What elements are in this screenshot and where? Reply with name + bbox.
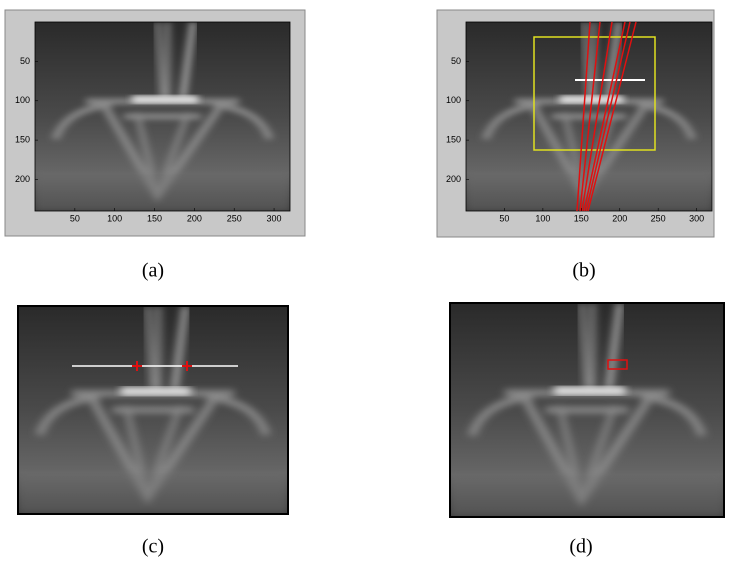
x-tick-label: 250 bbox=[651, 213, 666, 223]
image bbox=[450, 303, 724, 517]
x-tick-label: 100 bbox=[107, 213, 122, 223]
y-tick-label: 150 bbox=[446, 135, 461, 145]
y-tick-label: 150 bbox=[15, 135, 30, 145]
x-tick-label: 100 bbox=[535, 213, 550, 223]
x-tick-label: 300 bbox=[267, 213, 282, 223]
x-tick-label: 200 bbox=[612, 213, 627, 223]
x-tick-label: 250 bbox=[227, 213, 242, 223]
x-tick-label: 300 bbox=[689, 213, 704, 223]
image bbox=[18, 306, 288, 514]
caption: (a) bbox=[142, 260, 164, 282]
y-tick-label: 50 bbox=[20, 56, 30, 66]
y-tick-label: 100 bbox=[446, 95, 461, 105]
y-tick-label: 200 bbox=[15, 174, 30, 184]
y-tick-label: 200 bbox=[446, 174, 461, 184]
y-tick-label: 50 bbox=[451, 56, 461, 66]
x-tick-label: 150 bbox=[574, 213, 589, 223]
image bbox=[35, 22, 290, 211]
image bbox=[466, 22, 712, 211]
y-tick-label: 100 bbox=[15, 95, 30, 105]
x-tick-label: 200 bbox=[187, 213, 202, 223]
x-tick-label: 150 bbox=[147, 213, 162, 223]
caption: (d) bbox=[569, 536, 592, 558]
x-tick-label: 50 bbox=[70, 213, 80, 223]
caption: (c) bbox=[142, 536, 164, 558]
x-tick-label: 50 bbox=[499, 213, 509, 223]
figure: (a) (b) (c) (d) 50 100 150 200 50 100 150 200 25… bbox=[0, 0, 729, 561]
caption: (b) bbox=[572, 260, 595, 282]
